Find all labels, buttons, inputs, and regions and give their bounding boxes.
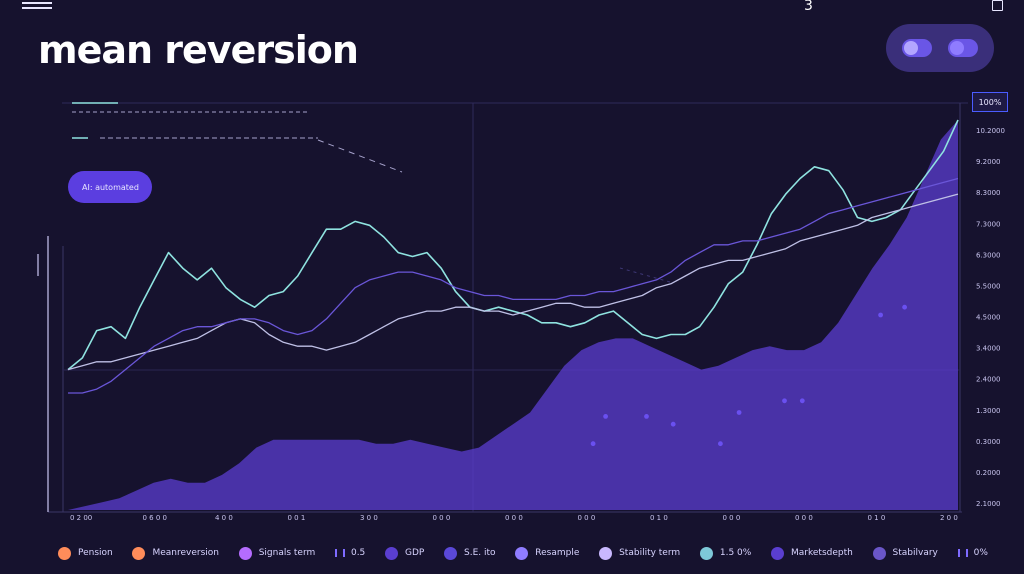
legend-swatch	[957, 549, 968, 557]
x-tick-label: 0 0 1	[288, 514, 306, 522]
legend-swatch	[58, 546, 71, 560]
scale-box[interactable]: 100%	[972, 92, 1008, 112]
y-tick-labels: 10.2000 9.2000 8.3000 7.3000 6.3000 5.5000 4.5…	[976, 127, 1005, 508]
legend-item[interactable]: Meanreversion	[132, 546, 219, 560]
legend-swatch	[132, 546, 146, 560]
x-tick-label: 0 0 0	[723, 514, 741, 522]
legend: Pension Meanreversion Signals term 0.5 GDP S.…	[58, 544, 988, 562]
data-point-8	[878, 312, 883, 318]
legend-swatch	[238, 546, 252, 560]
y-tick-label: 2.4000	[976, 376, 1001, 384]
legend-label: Meanreversion	[152, 548, 219, 558]
legend-item[interactable]: Resample	[515, 546, 580, 560]
toggle-knob	[950, 41, 964, 55]
y-tick-label: 6.3000	[976, 251, 1001, 259]
x-tick-label: 0 1 0	[650, 514, 668, 522]
legend-label: 1.5 0%	[719, 548, 752, 558]
x-tick-label: 0 0 0	[433, 514, 451, 522]
legend-item[interactable]: GDP	[385, 546, 425, 560]
data-point-1	[603, 414, 608, 419]
data-point-7	[799, 398, 805, 404]
legend-label: Resample	[535, 548, 580, 558]
legend-swatch	[771, 546, 785, 560]
x-tick-label: 0 1 0	[868, 514, 886, 522]
toggle-switch-b[interactable]	[948, 39, 978, 57]
toggle-knob	[904, 41, 918, 55]
y-tick-label: 0.2000	[976, 469, 1001, 477]
top-glyph: 3	[804, 0, 813, 14]
legend-label: Stabilvary	[892, 548, 938, 558]
x-tick-label: 2 0 0	[940, 514, 958, 522]
menu-icon[interactable]	[22, 2, 52, 14]
x-tick-label: 0 0 0	[505, 514, 523, 522]
legend-item[interactable]: S.E. ito	[444, 546, 496, 560]
y-tick-label: 4.5000	[976, 314, 1001, 322]
y-tick-label: 5.5000	[976, 282, 1001, 290]
y-tick-label: 1.3000	[976, 407, 1001, 415]
data-point-3	[670, 421, 676, 427]
y-tick-label: 2.1000	[976, 500, 1001, 508]
legend-label: S.E. ito	[464, 548, 496, 558]
ai-badge[interactable]: AI: automated	[68, 171, 152, 203]
toggle-group	[886, 24, 994, 72]
data-point-9	[902, 304, 907, 310]
legend-swatch	[872, 546, 886, 560]
legend-item[interactable]: Pension	[58, 546, 113, 560]
x-tick-labels: 0 2 00 0 6 0 0 4 0 0 0 0 1 3 0 0 0 0 0 0 0 0 0 …	[70, 514, 958, 522]
data-point-2	[644, 414, 649, 419]
y-tick-label: 0.3000	[976, 438, 1001, 446]
legend-item[interactable]: Stabilvary	[872, 546, 938, 560]
legend-label: 0.5	[350, 548, 366, 558]
badge-label: AI: automated	[82, 182, 139, 192]
area-series-3	[68, 120, 958, 510]
line-series-0	[67, 119, 959, 371]
data-point-5	[736, 410, 742, 415]
legend-item[interactable]: 0%	[957, 548, 988, 558]
legend-item[interactable]: Signals term	[238, 546, 316, 560]
legend-swatch	[515, 546, 529, 560]
line-series-2	[68, 177, 959, 394]
y-tick-label: 9.2000	[976, 158, 1001, 166]
data-point-4	[718, 441, 723, 447]
legend-item[interactable]: Marketsdepth	[771, 546, 853, 560]
x-tick-label: 0 6 0 0	[143, 514, 168, 522]
y-tick-label: 10.2000	[976, 127, 1005, 135]
y-tick-label: 8.3000	[976, 189, 1001, 197]
page-title: mean reversion	[38, 28, 359, 72]
x-tick-label: 3 0 0	[360, 514, 378, 522]
legend-item[interactable]: Stability term	[599, 546, 681, 560]
legend-label: Stability term	[619, 548, 681, 558]
x-tick-label: 0 0 0	[795, 514, 813, 522]
data-point-6	[782, 398, 787, 404]
x-tick-label: 4 0 0	[215, 514, 233, 522]
legend-label: GDP	[405, 548, 425, 558]
legend-label: Signals term	[258, 548, 316, 558]
y-tick-label: 3.4000	[976, 345, 1001, 353]
line-layer	[67, 119, 959, 394]
legend-label: 0%	[973, 548, 988, 558]
area-layer	[68, 120, 958, 510]
document-icon[interactable]	[992, 0, 1003, 11]
legend-swatch	[599, 546, 613, 560]
toggle-switch-a[interactable]	[902, 39, 932, 57]
data-point-0	[590, 441, 596, 447]
legend-item[interactable]: 1.5 0%	[699, 546, 752, 560]
legend-label: Pension	[78, 548, 113, 558]
faint-dash	[619, 267, 671, 283]
legend-label: Marketsdepth	[791, 548, 853, 558]
y-tick-label: 7.3000	[976, 220, 1001, 228]
legend-item[interactable]: 0.5	[334, 548, 366, 558]
line-series-1	[67, 193, 959, 371]
x-tick-label: 0 0 0	[578, 514, 596, 522]
x-tick-label: 0 2 00	[70, 514, 92, 522]
legend-swatch	[444, 546, 458, 560]
legend-swatch	[334, 549, 345, 557]
point-layer	[590, 304, 907, 447]
legend-stub-5	[317, 139, 403, 173]
legend-swatch	[385, 546, 398, 560]
legend-swatch	[699, 546, 713, 560]
